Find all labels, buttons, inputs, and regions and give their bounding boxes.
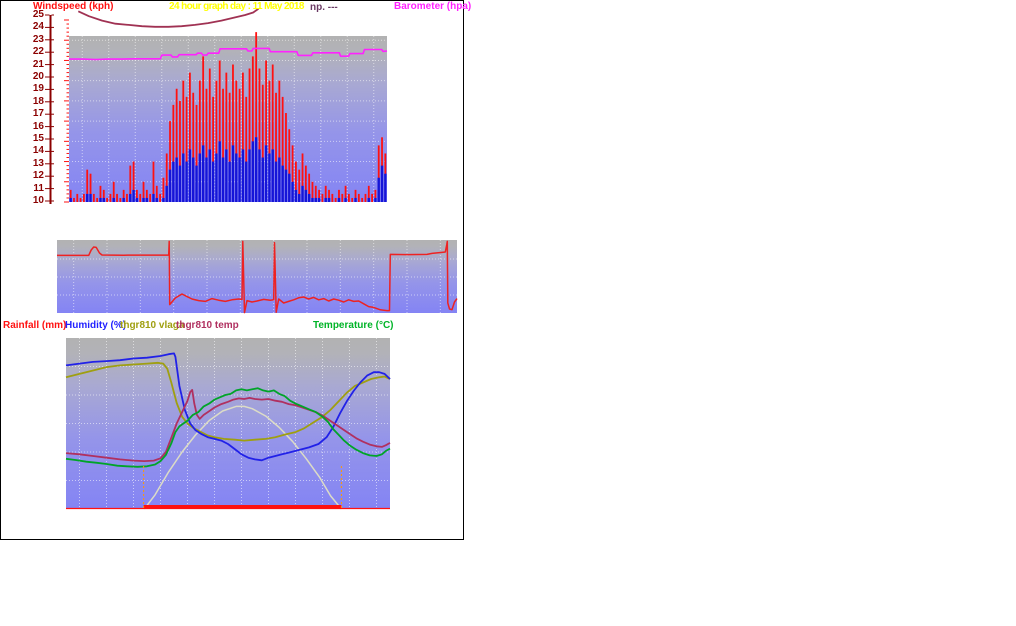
weather-graph-panel: Windspeed (kph) 24 hour graph day : 11 M… — [0, 0, 471, 540]
temperature-axis-title: Temperature (°C) — [313, 320, 394, 331]
tick-label: 11 — [33, 182, 44, 194]
tick-label: 10 — [32, 195, 44, 206]
wind-direction-line — [57, 240, 458, 314]
graph-title: 24 hour graph day : 11 May 2018 — [169, 1, 304, 12]
rainfall-axis-title: Rainfall (mm) — [3, 320, 67, 331]
temperature-line — [65, 387, 391, 468]
chart-canvas — [45, 8, 458, 510]
tick-label: 18 — [32, 95, 44, 107]
extra-sensor-curve — [77, 8, 260, 28]
tick-label: 20 — [32, 71, 44, 82]
tick-label: 14 — [32, 145, 44, 157]
tick-label: 22 — [32, 46, 44, 58]
tick-label: 16 — [32, 120, 44, 132]
tick-label: 15 — [32, 133, 44, 144]
windspeed-axis-title: Windspeed (kph) — [33, 1, 114, 12]
tick-label: 19 — [32, 83, 44, 95]
solar-curve — [143, 405, 342, 510]
tick-label: 17 — [32, 108, 44, 120]
tick-label: 25 — [32, 9, 44, 20]
extra-humidity-title: thgr810 vlaga — [120, 320, 185, 331]
humidity-axis-title: Humidity (%) — [65, 320, 127, 331]
humidity-line — [65, 352, 391, 462]
tick-label: 24 — [32, 21, 44, 33]
barometer-axis-title: Barometer (hpa) — [394, 1, 472, 12]
extra-temp-title: thgr810 temp — [176, 320, 239, 331]
tick-label: 13 — [32, 157, 44, 169]
windspeed-chart-plot-area — [69, 36, 387, 202]
tick-label: 23 — [32, 33, 44, 45]
barometer-line — [69, 47, 388, 61]
tick-label: 12 — [32, 170, 44, 182]
tick-label: 21 — [32, 58, 44, 70]
extra-humidity-line — [65, 361, 391, 442]
extra-temp-line — [65, 389, 391, 462]
extra-sensor-readout: np. --- — [310, 2, 338, 13]
